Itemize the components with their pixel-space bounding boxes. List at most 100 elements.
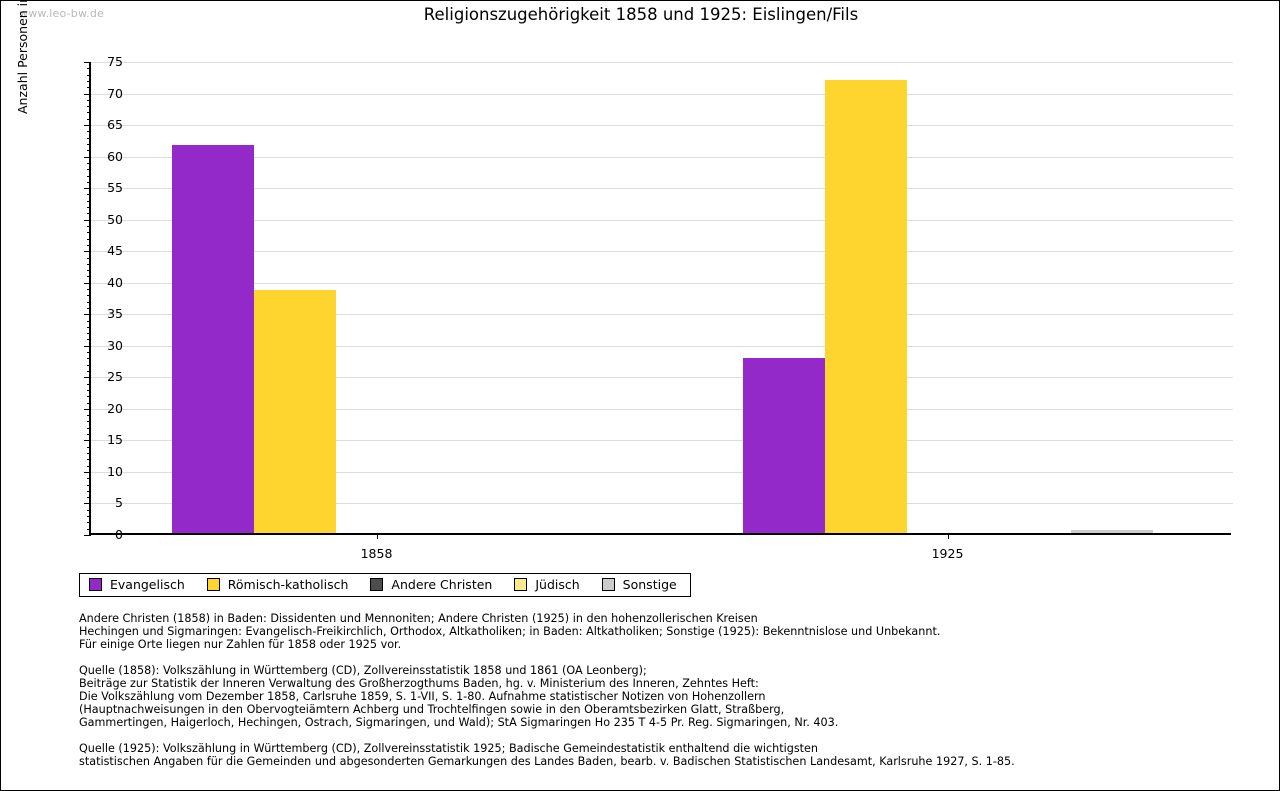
y-tick-minor <box>87 301 91 303</box>
y-tick-minor <box>87 528 91 530</box>
y-tick-minor <box>87 112 91 114</box>
y-tick-minor <box>87 232 91 234</box>
y-tick-minor <box>87 478 91 480</box>
legend-item[interactable]: Evangelisch <box>89 577 185 592</box>
y-tick-minor <box>87 99 91 101</box>
y-tick-mark <box>84 314 91 316</box>
y-tick-minor <box>87 131 91 133</box>
legend-item[interactable]: Sonstige <box>601 577 677 592</box>
y-tick-minor <box>87 434 91 436</box>
y-tick-minor <box>87 383 91 385</box>
y-tick-minor <box>87 516 91 518</box>
note-line: Andere Christen (1858) in Baden: Disside… <box>79 612 758 625</box>
y-tick-minor <box>87 453 91 454</box>
y-tick-mark <box>84 408 91 410</box>
y-tick-mark <box>84 219 91 221</box>
gridline <box>91 503 1233 505</box>
y-tick-minor <box>87 295 91 297</box>
y-tick-mark <box>84 377 91 379</box>
note-line: Beiträge zur Statistik der Inneren Verwa… <box>79 677 759 691</box>
gridline <box>91 93 1233 95</box>
legend-swatch-icon <box>370 578 384 591</box>
gridline <box>91 377 1233 379</box>
y-tick-minor <box>87 446 91 448</box>
y-tick-minor <box>87 169 91 171</box>
y-tick-label: 10 <box>107 463 123 479</box>
gridline <box>91 345 1233 347</box>
y-tick-mark <box>84 503 91 505</box>
y-tick-minor <box>87 68 91 70</box>
legend-swatch-icon <box>514 578 528 591</box>
gridline <box>91 62 1233 63</box>
y-tick-minor <box>87 238 91 240</box>
y-tick-label: 20 <box>107 400 123 416</box>
y-tick-minor <box>87 402 91 404</box>
y-tick-minor <box>87 484 91 486</box>
y-tick-minor <box>87 396 91 398</box>
gridline <box>91 440 1233 442</box>
note-line: Die Volkszählung vom Dezember 1858, Carl… <box>79 690 766 704</box>
y-tick-mark <box>84 62 91 63</box>
legend-swatch-icon <box>601 578 615 591</box>
note-line: Gammertingen, Haigerloch, Hechingen, Ost… <box>79 716 839 730</box>
y-tick-label: 25 <box>107 369 123 385</box>
legend-item[interactable]: Jüdisch <box>514 577 580 592</box>
y-tick-mark <box>84 188 91 190</box>
y-tick-minor <box>87 257 91 259</box>
bar <box>1070 529 1153 533</box>
y-tick-mark <box>84 156 91 158</box>
y-tick-minor <box>87 118 91 120</box>
y-tick-minor <box>87 150 91 152</box>
y-tick-minor <box>87 106 91 108</box>
gridline <box>91 219 1233 221</box>
y-tick-label: 30 <box>107 337 123 353</box>
y-tick-mark <box>84 471 91 473</box>
legend-label: Jüdisch <box>535 577 580 592</box>
y-tick-minor <box>87 289 91 291</box>
y-tick-minor <box>87 371 91 373</box>
bar <box>742 358 825 533</box>
bar <box>824 80 907 533</box>
y-tick-minor <box>87 307 91 309</box>
gridline <box>91 471 1233 473</box>
legend-label: Andere Christen <box>391 577 493 592</box>
x-tick-label: 1858 <box>360 546 393 561</box>
legend-item[interactable]: Römisch-katholisch <box>206 577 348 592</box>
y-tick-label: 70 <box>107 85 123 101</box>
legend-swatch-icon <box>206 578 220 591</box>
y-tick-minor <box>87 175 91 177</box>
note-line: (Hauptnachweisungen in den Obervogteiämt… <box>79 703 785 717</box>
gridline <box>91 156 1233 158</box>
y-tick-minor <box>87 509 91 511</box>
y-tick-label: 50 <box>107 211 123 227</box>
gridline <box>91 282 1233 284</box>
y-tick-label: 75 <box>107 54 123 69</box>
y-tick-label: 40 <box>107 274 123 290</box>
y-axis-title: Anzahl Personen in % <box>15 0 30 114</box>
gridline <box>91 314 1233 316</box>
y-tick-minor <box>87 465 91 467</box>
notes-definitions: Andere Christen (1858) in Baden: Disside… <box>79 612 940 651</box>
y-tick-mark <box>84 93 91 95</box>
y-tick-label: 0 <box>115 527 123 542</box>
y-tick-minor <box>87 339 91 341</box>
y-tick-minor <box>87 352 91 354</box>
gridline <box>91 125 1233 127</box>
legend-item[interactable]: Andere Christen <box>370 577 492 592</box>
y-tick-minor <box>87 415 91 417</box>
y-tick-minor <box>87 364 91 366</box>
y-tick-minor <box>87 200 91 202</box>
y-tick-minor <box>87 162 91 164</box>
note-line: Für einige Orte liegen nur Zahlen für 18… <box>79 638 402 652</box>
gridline <box>91 251 1233 253</box>
note-line: Hechingen und Sigmaringen: Evangelisch-F… <box>79 625 941 639</box>
y-tick-minor <box>87 80 91 82</box>
y-tick-minor <box>87 522 91 524</box>
y-tick-minor <box>87 74 91 76</box>
notes-source-1858: Quelle (1858): Volkszählung in Württembe… <box>79 664 838 729</box>
y-tick-minor <box>87 490 91 492</box>
gridline <box>91 408 1233 410</box>
legend-swatch-icon <box>89 578 102 591</box>
legend-label: Sonstige <box>622 577 677 592</box>
